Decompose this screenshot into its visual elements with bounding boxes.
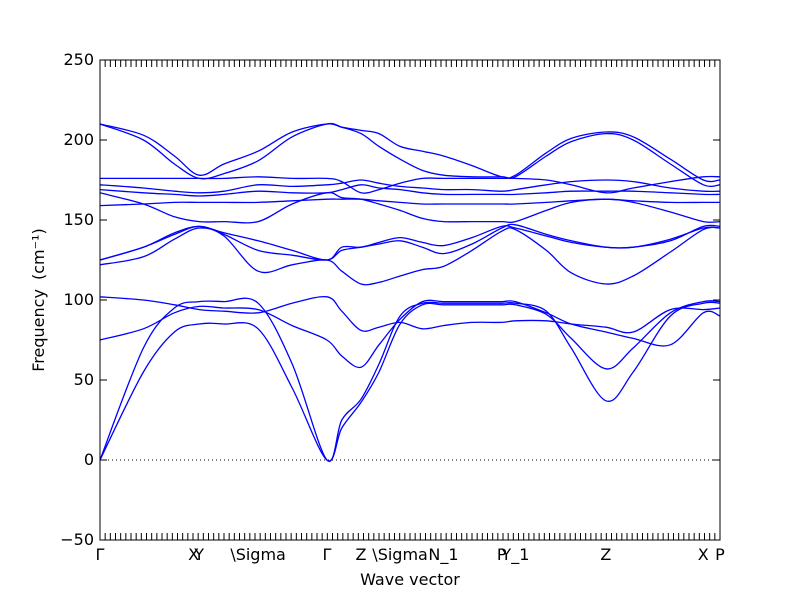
x-tick-label: P — [497, 545, 507, 564]
band-line-10 — [99, 184, 721, 197]
y-tick-label: 50 — [74, 370, 94, 389]
x-tick-label: Γ — [96, 545, 105, 564]
plot-area — [99, 122, 721, 463]
band-line-7 — [99, 225, 721, 261]
band-line-3 — [99, 299, 721, 369]
band-line-1 — [99, 297, 721, 463]
x-tick-label: N_1 — [428, 545, 458, 565]
x-tick-label: \Sigma — [372, 545, 428, 564]
band-line-14 — [99, 123, 721, 183]
band-lines — [99, 122, 721, 463]
y-tick-label: 150 — [63, 210, 94, 229]
x-tick-label: X — [188, 545, 199, 564]
x-tick-label: Z — [600, 545, 611, 564]
band-line-2 — [99, 300, 721, 462]
y-tick-label: 200 — [63, 130, 94, 149]
x-tick-label: Z — [356, 545, 367, 564]
band-line-11 — [99, 179, 721, 194]
band-line-13 — [99, 122, 721, 187]
x-axis-label: Wave vector — [360, 570, 460, 589]
y-tick-label: 250 — [63, 50, 94, 69]
y-tick-label: 0 — [84, 450, 94, 469]
band-line-12 — [100, 175, 721, 194]
y-tick-label: 100 — [63, 290, 94, 309]
x-tick-label: P — [715, 545, 725, 564]
x-tick-label: Y — [193, 545, 204, 564]
x-tick-label: \Sigma — [230, 545, 286, 564]
band-line-4 — [99, 295, 721, 334]
x-tick-label: Y_1 — [500, 545, 529, 565]
band-line-5 — [99, 226, 721, 286]
y-axis-ticks: −50 0 50 100 150 200 250 — [60, 50, 720, 549]
y-axis-label: Frequency (cm⁻¹) — [29, 228, 48, 371]
x-tick-label: X — [698, 545, 709, 564]
x-tick-label: Γ — [322, 545, 331, 564]
y-axis-label-unit: (cm⁻¹) — [29, 228, 48, 280]
y-axis-label-text: Frequency — [29, 289, 48, 372]
y-tick-label: −50 — [60, 530, 94, 549]
band-line-9 — [99, 198, 720, 207]
axes-frame — [99, 59, 721, 541]
